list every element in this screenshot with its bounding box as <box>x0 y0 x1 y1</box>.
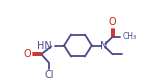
Text: Cl: Cl <box>45 70 54 80</box>
Text: O: O <box>24 49 31 59</box>
Text: O: O <box>109 17 116 27</box>
Text: CH₃: CH₃ <box>123 32 137 41</box>
Text: HN: HN <box>37 41 52 50</box>
Text: N: N <box>100 41 107 50</box>
